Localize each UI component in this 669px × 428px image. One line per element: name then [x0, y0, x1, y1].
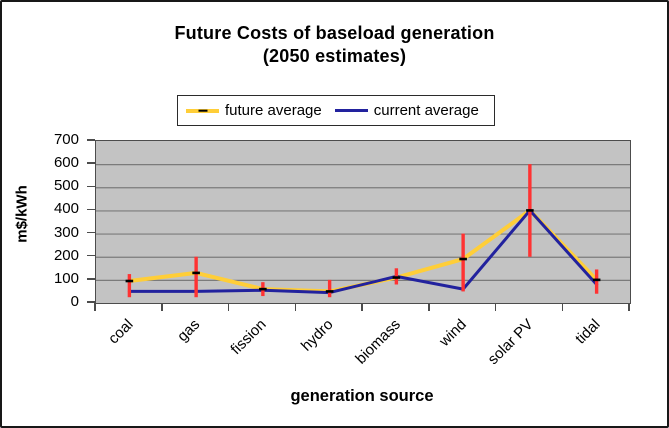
plot-area: [95, 140, 631, 304]
x-tick-mark: [561, 303, 563, 311]
x-tick-mark: [428, 303, 430, 311]
x-tick-mark: [94, 303, 96, 311]
y-tick-mark: [87, 278, 95, 280]
x-category-label: solar PV: [484, 316, 537, 369]
legend-item-current-average: current average: [334, 102, 479, 119]
x-category-label: wind: [436, 316, 471, 350]
x-tick-mark: [361, 303, 363, 311]
x-axis-title: generation source: [290, 387, 434, 405]
y-tick-label: 400: [53, 200, 79, 218]
x-tick-mark: [494, 303, 497, 311]
x-tick-mark: [294, 303, 296, 311]
y-tick-mark: [87, 231, 95, 234]
y-tick-label: 300: [53, 223, 79, 241]
y-tick-mark: [87, 301, 95, 303]
x-category-label: biomass: [351, 316, 404, 368]
chart-title-line1: Future Costs of baseload generation: [174, 23, 495, 43]
y-tick-label: 600: [53, 154, 79, 172]
x-category-label: gas: [174, 316, 204, 346]
legend-label-current-average: current average: [373, 102, 479, 119]
future-average-marker-icon: [198, 109, 207, 112]
legend-item-future-average: future average: [186, 103, 322, 118]
y-tick-label: 500: [53, 177, 79, 195]
chart-title-line2: (2050 estimates): [262, 46, 407, 66]
x-category-label: fission: [227, 316, 270, 359]
chart-title: Future Costs of baseload generation (205…: [0, 22, 669, 68]
x-category-label: coal: [104, 316, 137, 348]
y-tick-mark: [87, 254, 95, 257]
series-line-current-average: [127, 208, 599, 295]
y-tick-mark: [87, 139, 95, 141]
y-tick-mark: [87, 208, 95, 211]
future-average-line-sample: [186, 108, 219, 113]
x-tick-mark: [161, 303, 163, 311]
series-line-future-average: [127, 208, 599, 294]
y-tick-label: 100: [53, 269, 79, 287]
y-axis-title: m$/kWh: [13, 185, 31, 243]
current-average-line-sample: [334, 108, 368, 113]
y-tick-mark: [87, 162, 95, 164]
x-tick-mark: [628, 303, 630, 311]
y-tick-label: 200: [53, 246, 79, 264]
y-tick-label: 0: [70, 293, 79, 310]
x-category-label: tidal: [572, 316, 604, 348]
y-tick-mark: [87, 185, 95, 188]
y-tick-label: 700: [53, 131, 79, 148]
legend: future average current average: [177, 95, 495, 126]
plot-canvas: [96, 141, 630, 303]
x-category-label: hydro: [298, 316, 337, 355]
x-tick-mark: [227, 303, 230, 311]
legend-label-future-average: future average: [225, 102, 322, 119]
